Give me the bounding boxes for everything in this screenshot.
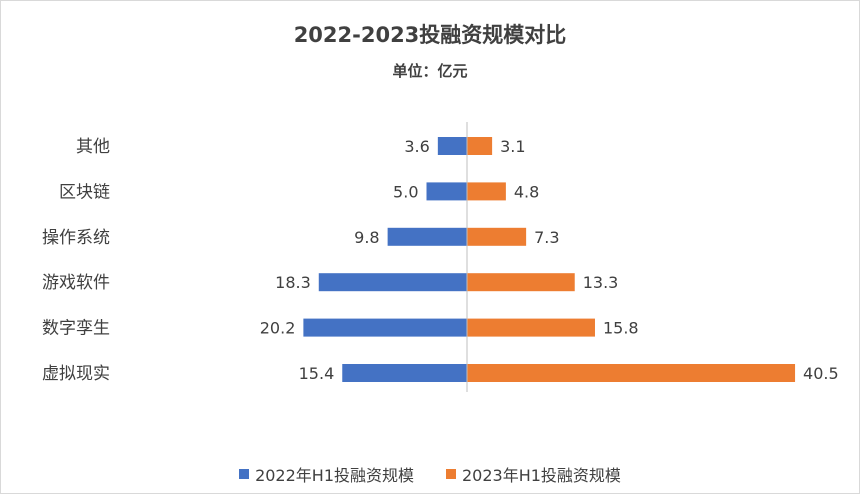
data-label-2022: 3.6 bbox=[404, 137, 429, 156]
legend-swatch-2022 bbox=[239, 469, 250, 479]
bar-2023 bbox=[467, 364, 796, 382]
data-label-2022: 20.2 bbox=[260, 319, 296, 338]
category-label: 区块链 bbox=[59, 182, 110, 202]
category-label: 虚拟现实 bbox=[42, 364, 110, 384]
data-label-2022: 9.8 bbox=[354, 228, 379, 247]
bar-2022 bbox=[342, 364, 467, 382]
legend-item-2022[interactable]: 2022年H1投融资规模 bbox=[239, 462, 414, 486]
chart-legend: 2022年H1投融资规模 2023年H1投融资规模 bbox=[0, 462, 860, 486]
bar-2023 bbox=[467, 318, 595, 337]
bar-2022 bbox=[437, 137, 467, 155]
data-label-2023: 15.8 bbox=[603, 319, 639, 338]
chart-subtitle: 单位：亿元 bbox=[392, 62, 468, 80]
data-label-2022: 18.3 bbox=[275, 273, 311, 292]
bar-2023 bbox=[467, 182, 506, 201]
data-label-2023: 3.1 bbox=[500, 137, 525, 156]
bar-2022 bbox=[303, 318, 467, 337]
bar-2023 bbox=[467, 227, 527, 246]
category-label: 数字孪生 bbox=[42, 319, 110, 339]
category-label: 其他 bbox=[76, 137, 110, 157]
bar-2023 bbox=[467, 137, 493, 155]
category-label: 游戏软件 bbox=[42, 273, 110, 293]
data-label-2023: 4.8 bbox=[514, 182, 539, 201]
data-label-2023: 7.3 bbox=[534, 228, 559, 247]
bar-2022 bbox=[318, 273, 467, 292]
bar-2022 bbox=[426, 182, 467, 201]
data-label-2022: 5.0 bbox=[393, 182, 418, 201]
bar-2023 bbox=[467, 273, 575, 292]
legend-label-2023: 2023年H1投融资规模 bbox=[462, 466, 621, 485]
legend-item-2023[interactable]: 2023年H1投融资规模 bbox=[446, 462, 621, 486]
legend-swatch-2023 bbox=[446, 469, 456, 479]
legend-label-2022: 2022年H1投融资规模 bbox=[255, 466, 414, 485]
bar-2022 bbox=[387, 227, 467, 246]
data-label-2022: 15.4 bbox=[299, 364, 335, 383]
data-label-2023: 13.3 bbox=[583, 273, 619, 292]
category-label: 操作系统 bbox=[42, 228, 110, 248]
data-label-2023: 40.5 bbox=[803, 364, 839, 383]
chart-title: 2022-2023投融资规模对比 bbox=[293, 23, 567, 47]
